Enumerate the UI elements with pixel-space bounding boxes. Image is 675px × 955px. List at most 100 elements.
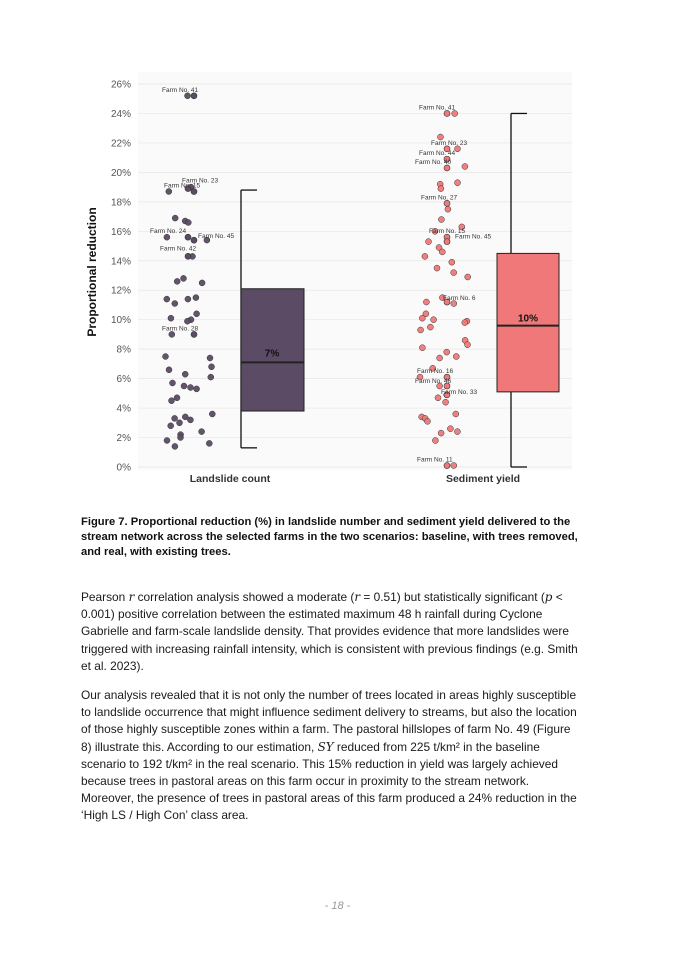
data-point — [425, 238, 432, 245]
data-point — [180, 382, 188, 390]
data-point — [438, 216, 445, 223]
data-point — [454, 145, 461, 153]
data-point — [206, 440, 213, 447]
y-tick-label: 0% — [117, 463, 132, 474]
y-tick-label: 18% — [111, 197, 131, 208]
data-point — [192, 294, 200, 301]
p2-text-2: reduced from 225 t/km² in the baseline s… — [81, 739, 577, 823]
y-tick-label: 22% — [111, 138, 131, 149]
page-number: - 18 - — [324, 900, 351, 912]
data-point — [168, 331, 176, 338]
labeled-point — [184, 185, 192, 192]
data-point — [454, 179, 461, 186]
y-tick-label: 16% — [111, 227, 131, 238]
farm-label: Farm No. 44 — [419, 150, 456, 157]
data-point — [423, 298, 430, 306]
farm-label: Farm No. 11 — [417, 457, 453, 464]
data-point — [193, 385, 200, 393]
data-point — [421, 253, 429, 260]
y-tick-label: 6% — [117, 374, 132, 385]
farm-label: Farm No. 42 — [160, 245, 197, 252]
labeled-point — [184, 233, 192, 241]
labeled-point — [443, 110, 451, 117]
data-point — [419, 344, 426, 351]
data-point — [163, 437, 171, 444]
farm-label: Farm No. 33 — [441, 389, 478, 396]
data-point — [165, 366, 173, 374]
farm-label: Farm No. 40 — [415, 159, 452, 166]
farm-label: Farm No. 28 — [162, 325, 199, 332]
data-point — [177, 434, 184, 441]
labeled-point — [443, 462, 451, 469]
data-point — [171, 300, 179, 307]
data-point — [417, 326, 424, 334]
data-point — [184, 295, 192, 303]
data-point — [429, 365, 436, 372]
farm-label: Farm No. 41 — [419, 104, 456, 111]
data-point — [165, 188, 173, 195]
data-point — [181, 370, 189, 378]
data-point — [171, 214, 179, 222]
y-tick-label: 20% — [111, 168, 131, 179]
data-point — [171, 443, 179, 450]
labeled-point — [443, 164, 451, 172]
caption-label: Figure 7. — [81, 516, 128, 528]
y-tick-label: 14% — [111, 256, 131, 267]
y-tick-label: 24% — [111, 109, 131, 120]
data-point — [431, 228, 439, 235]
labeled-point — [190, 188, 198, 195]
y-tick-label: 10% — [111, 315, 131, 326]
data-point — [198, 279, 206, 287]
farm-label: Farm No. 41 — [162, 87, 199, 94]
data-point — [173, 394, 181, 402]
labeled-point — [443, 298, 451, 306]
x-tick-label: Landslide count — [190, 473, 271, 485]
y-tick-label: 12% — [111, 286, 131, 297]
data-point — [436, 382, 443, 390]
p1-math-r2: r — [354, 590, 361, 604]
p2-math-sy: SY — [317, 739, 334, 754]
y-tick-label: 8% — [117, 345, 132, 356]
farm-label: Farm No. 15 — [429, 228, 466, 235]
data-point — [451, 110, 458, 117]
data-point — [453, 353, 460, 360]
data-point — [450, 462, 458, 469]
data-point — [167, 422, 174, 430]
data-point — [180, 275, 187, 282]
box-plots: 7% 10% — [240, 112, 560, 468]
data-point — [193, 310, 200, 318]
data-point — [176, 419, 183, 427]
p1-text-1: Pearson — [81, 590, 129, 604]
caption-text: Proportional reduction (%) in landslide … — [81, 516, 578, 558]
data-point — [439, 294, 446, 301]
paragraph-analysis: Our analysis revealed that it is not onl… — [81, 687, 581, 825]
data-point — [427, 323, 434, 331]
y-axis-ticks: 0% 2% 4% 6% 8% 10% 12% 14% 16% 18% 20% 22% 24% 26% — [111, 80, 131, 474]
data-point — [437, 185, 445, 192]
data-point — [187, 384, 194, 391]
farm-label: Farm No. 23 — [182, 178, 219, 185]
p1-text-3: = 0.51) but statistically significant ( — [360, 590, 545, 604]
farm-label: Farm No. 45 — [455, 234, 492, 241]
data-point — [434, 394, 442, 402]
labeled-point — [190, 331, 198, 338]
box-iqr — [240, 288, 305, 412]
x-axis-ticks: Landslide count Sediment yield — [190, 473, 520, 485]
data-point — [443, 348, 450, 356]
data-point — [184, 317, 191, 325]
median-label: 7% — [265, 348, 280, 359]
data-points — [162, 92, 471, 469]
data-point — [437, 133, 444, 141]
data-point — [419, 314, 426, 322]
median-label: 10% — [518, 314, 538, 325]
data-point — [430, 316, 437, 323]
data-point — [171, 415, 178, 422]
data-point — [447, 425, 454, 432]
data-point — [416, 373, 424, 381]
labeled-point — [190, 236, 198, 244]
data-point — [207, 373, 215, 381]
data-point — [442, 398, 449, 406]
farm-label: Farm No. 45 — [198, 233, 235, 240]
data-point — [436, 354, 443, 362]
